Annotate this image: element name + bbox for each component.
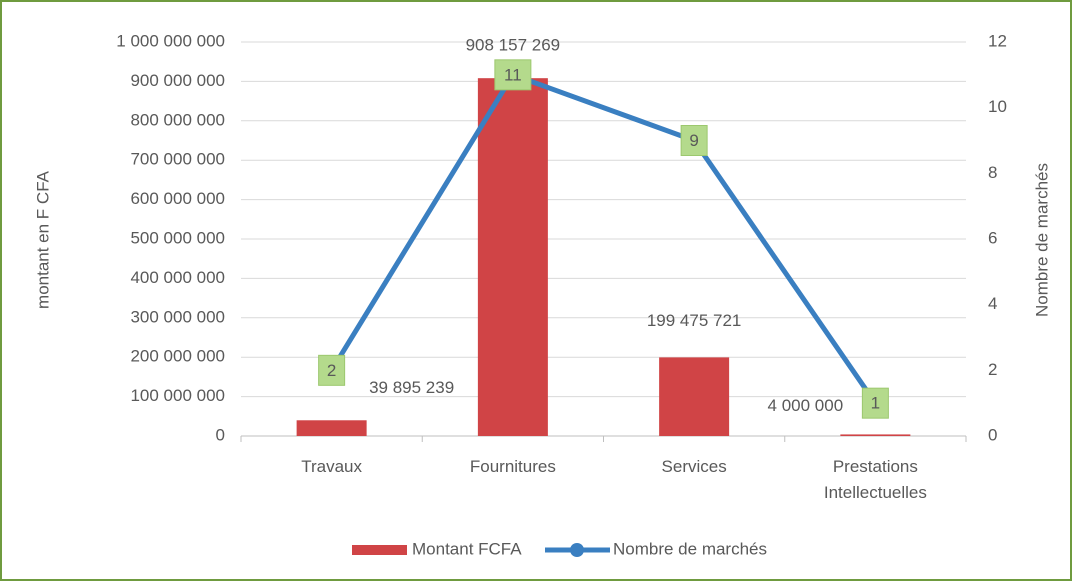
y2-tick-label: 4 [988,294,997,313]
bar [840,434,911,436]
bar [477,78,548,436]
legend-label: Montant FCFA [412,539,522,558]
y-tick-label: 500 000 000 [130,228,225,247]
y2-tick-label: 6 [988,228,997,247]
point-label: 1 [871,394,880,413]
legend-label: Nombre de marchés [613,539,767,558]
bar-value-label: 908 157 269 [466,35,561,54]
point-label: 9 [689,131,698,150]
y-tick-label: 0 [216,425,225,444]
point-label-box [861,387,889,419]
y2-axis-label: Nombre de marchés [1032,163,1051,317]
legend-marker [570,543,584,557]
point-label-box [494,59,532,91]
bar [659,357,730,436]
y-tick-label: 200 000 000 [130,347,225,366]
x-tick-label: Services [661,457,727,476]
y-tick-label: 900 000 000 [130,71,225,90]
bar-value-label: 199 475 721 [647,311,742,330]
point-label: 11 [504,65,522,84]
y-tick-label: 600 000 000 [130,189,225,208]
y2-tick-label: 12 [988,31,1007,50]
y2-tick-label: 2 [988,360,997,379]
bar [296,420,367,436]
y-tick-label: 800 000 000 [130,110,225,129]
y-tick-label: 700 000 000 [130,150,225,169]
x-tick-label: Travaux [301,457,363,476]
y-tick-label: 300 000 000 [130,307,225,326]
y-tick-label: 400 000 000 [130,268,225,287]
y2-tick-label: 8 [988,163,997,182]
line [329,72,878,405]
y-tick-label: 100 000 000 [130,386,225,405]
point-label-box [318,354,346,386]
bar-value-label: 39 895 239 [369,378,454,397]
point-label-box [680,125,708,156]
x-tick-label: Fournitures [469,457,556,476]
legend-swatch [352,545,407,555]
y-tick-label: 1 000 000 000 [116,31,225,50]
y-axis-label: montant en F CFA [33,170,52,309]
point-label: 2 [327,361,336,380]
y2-tick-label: 0 [988,425,997,444]
x-tick-label: Prestations Intellectuelles [823,457,927,502]
y2-tick-label: 10 [988,97,1007,116]
bar-value-label: 4 000 000 [768,396,844,415]
